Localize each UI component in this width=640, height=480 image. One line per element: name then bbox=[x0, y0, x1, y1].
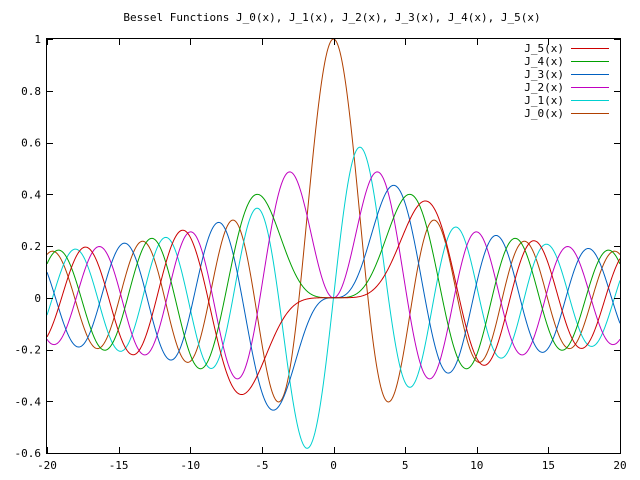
legend: J_5(x)J_4(x)J_3(x)J_2(x)J_1(x)J_0(x) bbox=[524, 42, 609, 120]
legend-entry: J_1(x) bbox=[524, 94, 609, 107]
x-tick-label: 15 bbox=[542, 459, 555, 472]
legend-entry: J_4(x) bbox=[524, 55, 609, 68]
x-axis: -20 -15 -10 -5 0 5 10 15 20 bbox=[37, 39, 627, 472]
legend-label: J_1(x) bbox=[524, 94, 564, 107]
x-tick-label: 5 bbox=[402, 459, 409, 472]
legend-label: J_3(x) bbox=[524, 68, 564, 81]
y-tick-label: 0 bbox=[34, 292, 41, 305]
x-tick-label: -5 bbox=[255, 459, 268, 472]
y-tick-label: -0.4 bbox=[15, 395, 42, 408]
x-tick-label: 0 bbox=[330, 459, 337, 472]
legend-label: J_5(x) bbox=[524, 42, 564, 55]
y-tick-label: 0.2 bbox=[21, 240, 41, 253]
plot-frame bbox=[46, 38, 621, 454]
series-line-j-2-x bbox=[46, 171, 621, 380]
chart-title: Bessel Functions J_0(x), J_1(x), J_2(x),… bbox=[123, 11, 540, 24]
legend-entry: J_5(x) bbox=[524, 42, 609, 55]
legend-label: J_0(x) bbox=[524, 107, 564, 120]
legend-entry: J_0(x) bbox=[524, 107, 609, 120]
x-tick-label: 20 bbox=[613, 459, 626, 472]
series-line-j-5-x bbox=[46, 200, 621, 396]
y-tick-label: -0.2 bbox=[15, 344, 42, 357]
y-axis: -0.6 -0.4 -0.2 0 0.2 0.4 0.6 0.8 1 bbox=[15, 33, 620, 460]
x-tick-label: -10 bbox=[180, 459, 200, 472]
y-tick-label: 1 bbox=[34, 33, 41, 46]
x-tick-label: 10 bbox=[470, 459, 483, 472]
plot-curves bbox=[46, 38, 621, 449]
legend-label: J_4(x) bbox=[524, 55, 564, 68]
legend-entry: J_3(x) bbox=[524, 68, 609, 81]
legend-label: J_2(x) bbox=[524, 81, 564, 94]
legend-entry: J_2(x) bbox=[524, 81, 609, 94]
y-tick-label: 0.4 bbox=[21, 188, 41, 201]
x-tick-label: -15 bbox=[109, 459, 129, 472]
y-tick-label: -0.6 bbox=[15, 447, 42, 460]
y-tick-label: 0.8 bbox=[21, 85, 41, 98]
x-tick-label: -20 bbox=[37, 459, 57, 472]
y-tick-label: 0.6 bbox=[21, 137, 41, 150]
